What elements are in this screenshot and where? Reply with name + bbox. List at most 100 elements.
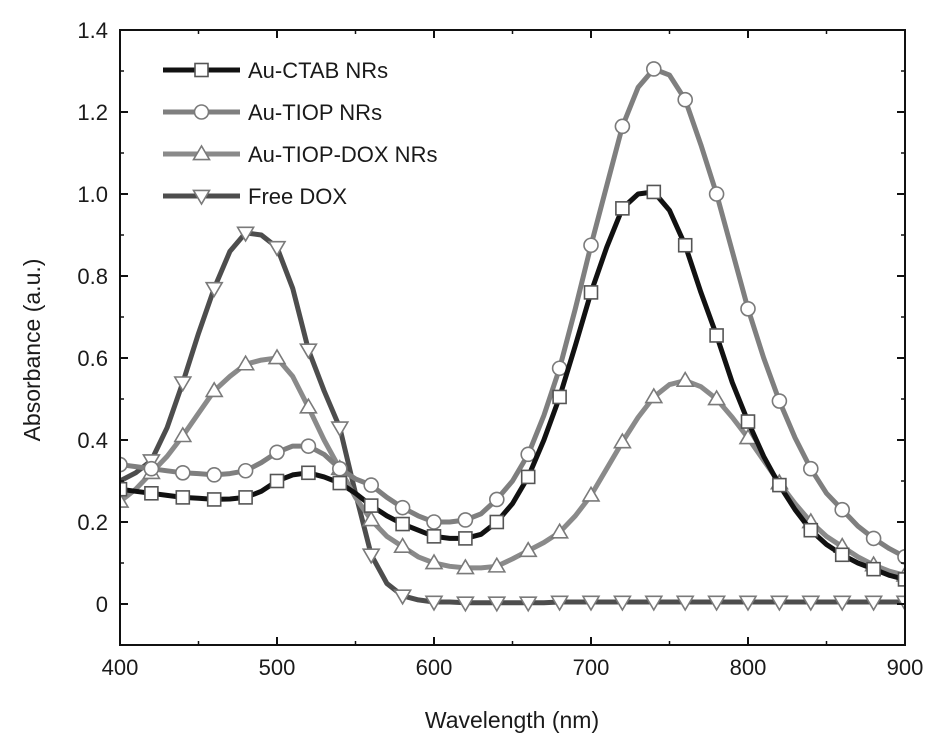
- legend-entry: Au-TIOP-DOX NRs: [163, 142, 437, 167]
- legend-marker: [192, 189, 211, 206]
- data-point: [581, 595, 601, 612]
- data-point: [395, 516, 410, 532]
- data-point: [426, 514, 442, 530]
- data-point: [143, 460, 160, 477]
- y-tick-label: 0.2: [77, 510, 108, 535]
- legend: Au-CTAB NRs Au-TIOP NRs Au-TIOP-DOX NRs Fre…: [163, 58, 437, 209]
- data-point: [644, 387, 664, 404]
- data-point: [583, 285, 599, 300]
- data-point: [458, 531, 473, 546]
- x-axis-title: Wavelength (nm): [425, 707, 599, 733]
- data-point: [707, 595, 726, 612]
- data-point: [393, 537, 412, 554]
- data-point: [489, 514, 505, 530]
- legend-label: Au-TIOP-DOX NRs: [248, 142, 437, 167]
- y-tick-label: 1.0: [77, 182, 108, 207]
- data-point: [802, 460, 819, 477]
- data-point: [709, 328, 724, 343]
- data-point: [236, 354, 255, 371]
- y-tick-label: 0.6: [77, 346, 108, 371]
- data-point: [552, 389, 567, 405]
- data-point: [677, 91, 694, 108]
- x-tick-label: 500: [259, 655, 296, 680]
- data-point: [646, 184, 662, 200]
- axes: 400 500 600 700 800 900 0 0.2 0.4 0.6 0.8 1.0 1.2 1.4: [77, 18, 923, 680]
- data-point: [456, 558, 475, 575]
- data-point: [144, 485, 159, 501]
- data-point: [518, 596, 538, 613]
- data-point: [801, 595, 821, 612]
- data-point: [488, 491, 505, 508]
- data-point: [363, 498, 379, 513]
- data-point: [645, 61, 662, 77]
- data-point: [834, 547, 850, 563]
- data-point: [361, 510, 381, 527]
- data-point: [267, 348, 287, 365]
- data-point: [581, 485, 601, 502]
- legend-marker: [192, 144, 211, 161]
- y-axis-title: Absorbance (a.u.): [19, 259, 45, 442]
- y-tick-label: 1.2: [77, 100, 108, 125]
- data-point: [707, 389, 726, 406]
- data-point: [520, 469, 536, 485]
- data-point: [237, 462, 254, 479]
- data-point: [457, 512, 474, 528]
- data-point: [644, 595, 664, 612]
- data-point: [204, 381, 224, 398]
- series-line: [120, 355, 905, 578]
- series-au-ctab-nrs: [120, 184, 905, 587]
- data-point: [173, 426, 193, 443]
- y-tick-label: 0.8: [77, 264, 108, 289]
- data-point: [175, 464, 191, 481]
- data-point: [738, 428, 758, 445]
- y-tick-label: 0.4: [77, 428, 108, 453]
- data-point: [613, 432, 632, 449]
- data-point: [120, 491, 130, 508]
- data-point: [550, 595, 569, 612]
- data-point: [834, 501, 851, 518]
- data-point: [394, 499, 411, 516]
- data-point: [120, 456, 128, 473]
- data-point: [299, 397, 318, 414]
- data-point: [206, 467, 222, 483]
- data-point: [300, 438, 317, 454]
- data-point: [332, 475, 348, 491]
- legend-entry: Free DOX: [163, 184, 347, 209]
- series-line: [120, 189, 905, 582]
- x-tick-label: 600: [416, 655, 453, 680]
- x-tick-label: 700: [573, 655, 610, 680]
- data-point: [740, 300, 756, 317]
- data-point: [614, 118, 631, 135]
- legend-entry: Au-TIOP NRs: [163, 100, 382, 125]
- x-tick-label: 900: [887, 655, 924, 680]
- data-point: [487, 596, 507, 613]
- data-point: [424, 595, 444, 612]
- data-point: [426, 529, 442, 544]
- data-point: [487, 556, 507, 573]
- data-point: [331, 460, 348, 477]
- data-point: [864, 595, 883, 612]
- series-au-tiop-nrs: [120, 61, 905, 565]
- data-point: [613, 595, 632, 612]
- legend-label: Au-TIOP NRs: [248, 100, 382, 125]
- data-point: [120, 481, 128, 497]
- data-point: [269, 444, 285, 461]
- data-point: [550, 522, 569, 539]
- data-point: [897, 572, 905, 587]
- x-tick-label: 800: [730, 655, 767, 680]
- data-point: [424, 553, 444, 570]
- data-point: [740, 414, 756, 429]
- data-point: [204, 281, 224, 298]
- series-free-dox: [120, 226, 905, 613]
- data-point: [865, 530, 882, 547]
- data-point: [363, 477, 380, 493]
- series-layer: [120, 61, 905, 613]
- series-au-tiop-dox-nrs: [120, 348, 905, 582]
- y-tick-label: 0: [96, 592, 108, 617]
- plot-frame: [119, 29, 906, 646]
- data-point: [393, 589, 412, 606]
- data-point: [206, 492, 222, 507]
- legend-label: Free DOX: [248, 184, 347, 209]
- data-point: [456, 596, 475, 613]
- legend-marker: [194, 62, 209, 78]
